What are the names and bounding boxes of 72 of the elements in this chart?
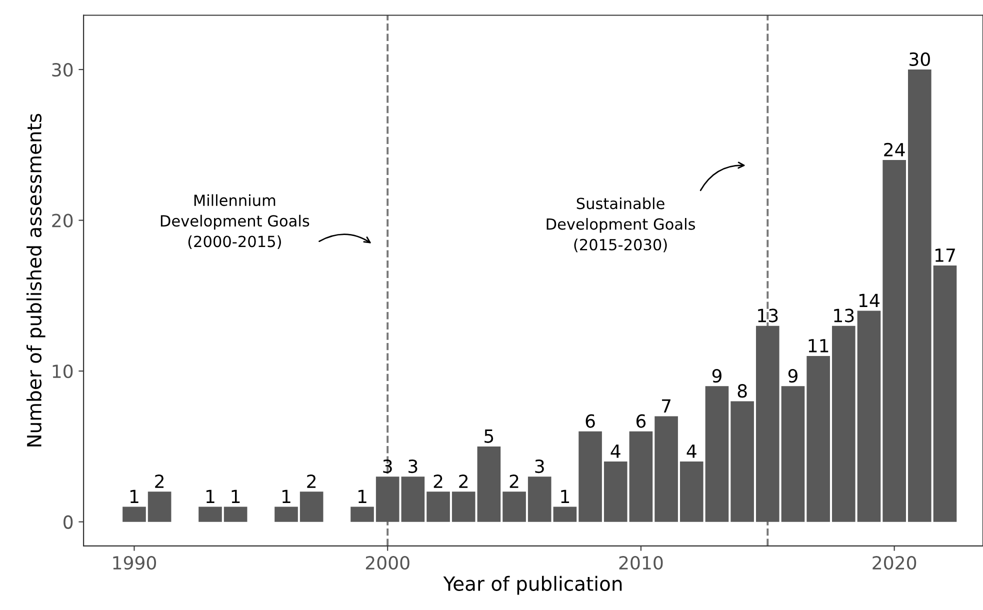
bar: [680, 462, 704, 522]
bar: [122, 506, 146, 522]
data-label: 11: [808, 339, 828, 352]
bar: [629, 431, 653, 522]
data-label: 14: [859, 294, 880, 307]
data-label: 6: [586, 414, 595, 428]
data-label: 9: [712, 368, 722, 383]
y-axis-title: Number of published assessments: [26, 114, 46, 446]
data-label: 3: [408, 459, 418, 474]
bar: [350, 506, 374, 522]
data-label: 1: [561, 490, 570, 503]
data-label: 2: [434, 474, 442, 488]
bar: [654, 416, 678, 522]
data-label: 1: [282, 490, 290, 503]
bar: [756, 326, 780, 522]
data-label: 5: [484, 430, 494, 443]
annotation: Millennium Development Goals (2000-2015): [160, 194, 310, 250]
annotation: Sustainable Development Goals (2015-2030): [546, 197, 696, 252]
bar: [730, 401, 754, 522]
data-label: 7: [662, 399, 670, 413]
y-tick-label: 0: [64, 515, 73, 529]
bar: [300, 492, 324, 522]
x-tick-label: 2020: [872, 556, 916, 570]
data-label: 8: [738, 384, 747, 398]
y-tick-label: 30: [52, 62, 73, 77]
data-label: 30: [910, 52, 930, 66]
data-label: 2: [307, 474, 316, 488]
data-label: 13: [758, 308, 778, 322]
y-tick-label: 20: [52, 214, 73, 228]
data-label: 1: [206, 490, 214, 503]
bar: [578, 431, 602, 522]
data-label: 9: [788, 368, 798, 383]
x-axis-title: Year of publication: [443, 576, 622, 595]
bar: [908, 70, 932, 522]
bar: [376, 476, 400, 522]
data-label: 4: [610, 444, 620, 458]
data-label: 2: [459, 474, 468, 488]
bar: [502, 492, 526, 522]
bar: [882, 160, 906, 522]
bar: [452, 492, 476, 522]
bar: [224, 506, 248, 522]
data-label: 17: [935, 248, 955, 262]
data-label: 2: [155, 474, 164, 488]
bar: [806, 356, 830, 522]
x-tick-label: 2010: [619, 556, 663, 570]
bar: [832, 326, 856, 522]
data-label: 3: [383, 459, 392, 474]
data-label: 3: [535, 459, 544, 474]
x-tick-label: 2000: [366, 556, 410, 570]
bar: [274, 506, 298, 522]
data-label: 13: [834, 308, 854, 322]
bar: [781, 386, 805, 522]
data-label: 4: [686, 444, 696, 458]
data-label: 2: [510, 474, 518, 488]
bar: [705, 386, 729, 522]
bar: [933, 266, 957, 522]
bar: [401, 476, 425, 522]
bar: [198, 506, 222, 522]
data-label: 1: [130, 490, 138, 503]
y-tick-label: 10: [52, 364, 73, 378]
bar: [553, 506, 577, 522]
bar: [528, 476, 552, 522]
x-tick-label: 1990: [113, 556, 156, 570]
bar: [604, 462, 628, 522]
data-label: 1: [232, 490, 240, 503]
data-label: 1: [358, 490, 366, 503]
bar: [477, 446, 501, 522]
bar: [426, 492, 450, 522]
data-label: 6: [636, 414, 646, 428]
bar: [857, 310, 881, 522]
bar: [148, 492, 172, 522]
data-label: 24: [884, 142, 905, 156]
